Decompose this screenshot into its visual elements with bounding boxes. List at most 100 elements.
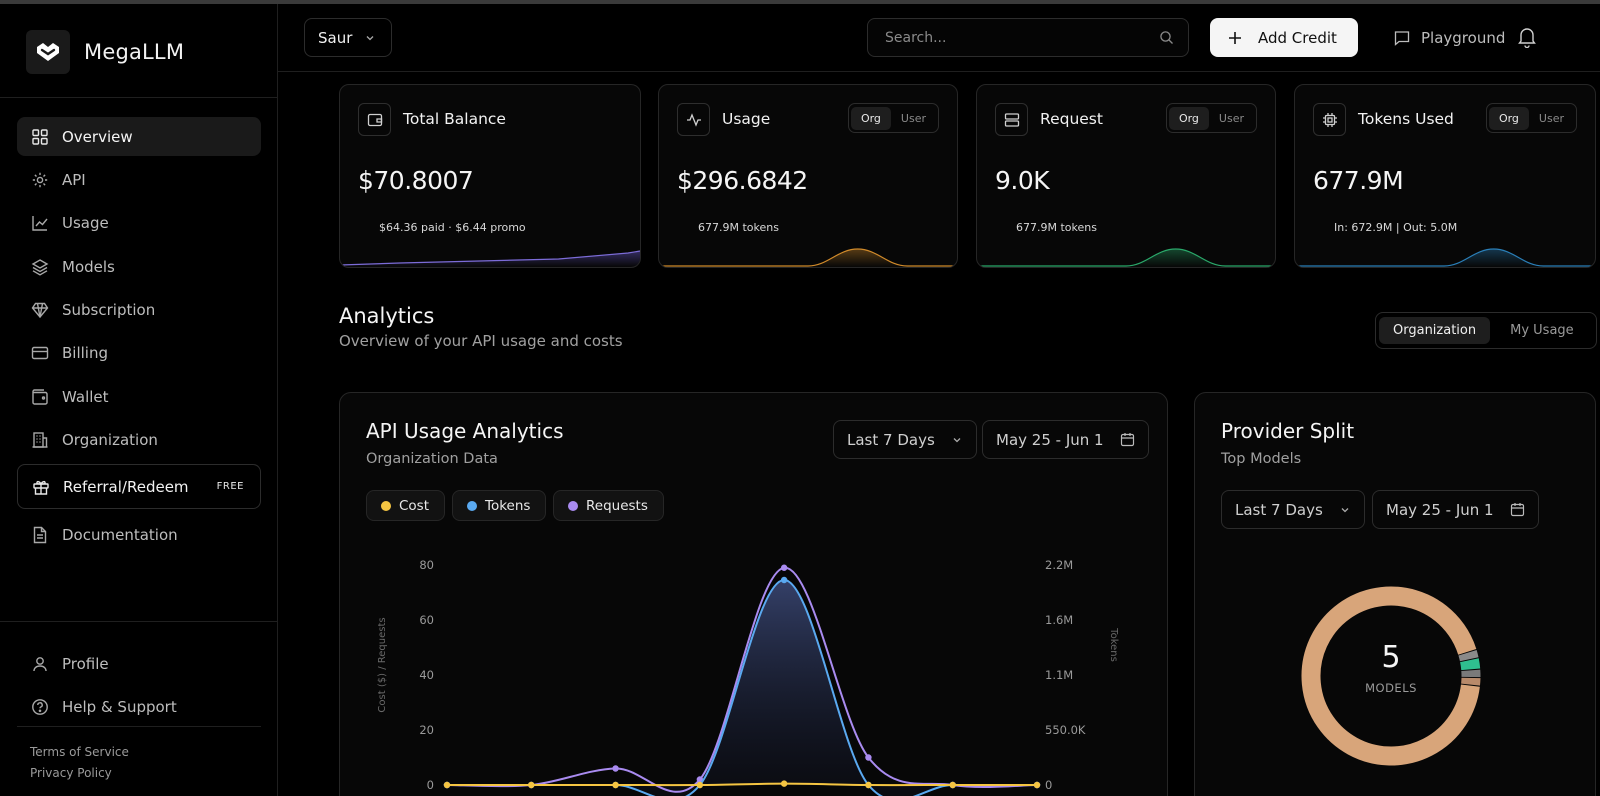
scope-my-usage-button[interactable]: My Usage [1510, 323, 1574, 338]
main-nav: Overview API Usage Models Subscription B… [17, 117, 261, 559]
scope-org-button[interactable]: Org [1168, 106, 1209, 130]
notification-bell-icon[interactable] [1517, 26, 1537, 52]
search-box [867, 18, 1189, 57]
window-top-stripe [0, 0, 1600, 4]
panel-subtitle: Top Models [1221, 451, 1302, 467]
playground-link[interactable]: Playground [1393, 18, 1505, 57]
date-range-picker[interactable]: May 25 - Jun 1 [982, 420, 1149, 459]
request-card: Request Org User 9.0K 677.9M tokens [976, 84, 1276, 268]
megallm-logo-icon [26, 30, 70, 74]
range-dropdown[interactable]: Last 7 Days [833, 420, 977, 459]
user-icon [33, 656, 47, 671]
gear-icon [32, 172, 48, 188]
scope-user-button[interactable]: User [900, 111, 926, 125]
api-usage-chart: 0 20 40 60 80 0 550.0K 1.1M 1.6M 2.2M Cost ($) / R… [377, 558, 1119, 796]
date-range-label: May 25 - Jun 1 [1386, 500, 1494, 519]
y2-tick-label: 1.6M [1045, 613, 1073, 627]
sidebar-item-label: Subscription [62, 301, 156, 320]
sidebar-item-billing[interactable]: Billing [17, 334, 261, 373]
credit-card-icon [31, 347, 49, 360]
sidebar-item-wallet[interactable]: Wallet [17, 377, 261, 416]
scope-org-button[interactable]: Org [850, 106, 891, 130]
panel-subtitle: Organization Data [366, 451, 498, 467]
chevron-down-icon [953, 437, 961, 442]
sidebar-item-usage[interactable]: Usage [17, 204, 261, 243]
donut-segment[interactable] [1458, 650, 1479, 662]
request-sparkline [977, 248, 1275, 267]
wallet-icon [358, 103, 391, 136]
date-range-label: May 25 - Jun 1 [996, 430, 1104, 449]
y-axis-label: Cost ($) / Requests [377, 617, 388, 712]
sidebar-item-subscription[interactable]: Subscription [17, 291, 261, 330]
scope-user-button[interactable]: User [1538, 111, 1564, 125]
sidebar-item-organization[interactable]: Organization [17, 421, 261, 460]
model-count: 5 [1381, 640, 1401, 675]
brand[interactable]: MegaLLM [26, 30, 184, 74]
sidebar-item-referral[interactable]: Referral/Redeem FREE [17, 464, 261, 510]
terms-link[interactable]: Terms of Service [30, 745, 129, 759]
card-title: Request [1040, 110, 1103, 128]
y2-tick-label: 1.1M [1045, 668, 1073, 682]
wallet-icon [32, 389, 48, 405]
tokens-area [447, 580, 1037, 796]
sidebar-item-label: Usage [62, 214, 109, 233]
request-value: 9.0K [995, 166, 1050, 195]
sidebar-item-documentation[interactable]: Documentation [17, 515, 261, 554]
api-usage-panel: API Usage Analytics Organization Data La… [339, 392, 1168, 796]
server-icon [995, 103, 1028, 136]
y-tick-label: 40 [419, 668, 434, 682]
scope-user-button[interactable]: User [1218, 111, 1244, 125]
y-tick-label: 80 [419, 558, 434, 572]
tokens-sparkline [1295, 248, 1595, 267]
y2-axis-label: Tokens [1108, 627, 1119, 662]
search-input[interactable] [885, 29, 1159, 46]
sidebar-item-label: Profile [62, 654, 109, 673]
privacy-link[interactable]: Privacy Policy [30, 766, 112, 780]
plus-icon [1229, 31, 1241, 44]
help-circle-icon [32, 698, 48, 715]
tokens-value: 677.9M [1313, 166, 1404, 195]
sidebar-item-models[interactable]: Models [17, 247, 261, 286]
range-label: Last 7 Days [1235, 500, 1323, 519]
project-select[interactable]: Saur [304, 18, 392, 57]
donut-segment[interactable] [1301, 586, 1480, 766]
chevron-down-icon [366, 35, 374, 40]
calendar-icon [1510, 503, 1524, 517]
sidebar-item-help[interactable]: Help & Support [17, 687, 261, 726]
sidebar-item-label: Wallet [62, 387, 109, 406]
donut-segment[interactable] [1460, 658, 1481, 671]
card-title: Tokens Used [1358, 110, 1454, 128]
layers-icon [31, 258, 49, 276]
calendar-icon [1120, 433, 1134, 447]
document-icon [33, 526, 47, 543]
playground-label: Playground [1421, 28, 1506, 47]
cpu-icon [1313, 103, 1346, 136]
scope-organization-button[interactable]: Organization [1379, 317, 1491, 344]
sidebar-item-label: API [62, 170, 86, 189]
usage-value: $296.6842 [677, 166, 808, 195]
provider-range-dropdown[interactable]: Last 7 Days [1221, 490, 1365, 529]
provider-date-range-picker[interactable]: May 25 - Jun 1 [1372, 490, 1539, 529]
add-credit-button[interactable]: Add Credit [1210, 18, 1358, 57]
sidebar-item-overview[interactable]: Overview [17, 117, 261, 156]
usage-card: Usage Org User $296.6842 677.9M tokens [658, 84, 958, 268]
divider [0, 97, 277, 98]
tokens-scope-toggle: Org User [1485, 103, 1577, 133]
sidebar-item-profile[interactable]: Profile [17, 644, 261, 683]
y-tick-label: 0 [427, 778, 434, 792]
sidebar-item-api[interactable]: API [17, 160, 261, 199]
y2-tick-label: 550.0K [1045, 723, 1086, 737]
legend-tokens[interactable]: Tokens [452, 490, 547, 521]
legend-requests[interactable]: Requests [553, 490, 664, 521]
total-balance-value: $70.8007 [358, 166, 474, 195]
usage-sparkline [659, 248, 957, 267]
requests-line [446, 566, 1038, 793]
divider [17, 726, 261, 727]
legend-cost[interactable]: Cost [366, 490, 446, 521]
scope-org-button[interactable]: Org [1488, 106, 1529, 130]
analytics-title: Analytics [339, 304, 435, 328]
cost-point [443, 781, 451, 789]
range-label: Last 7 Days [847, 430, 935, 449]
search-icon[interactable] [1159, 30, 1174, 45]
cost-point [865, 781, 872, 789]
